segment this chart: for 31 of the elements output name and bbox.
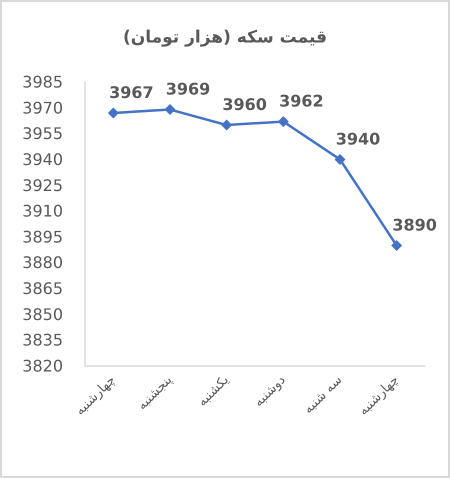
data-label: 3890 [392, 216, 437, 235]
point [334, 154, 346, 165]
point [278, 116, 289, 128]
data-label: 3967 [109, 82, 154, 102]
point [221, 120, 232, 131]
data-label: 3969 [166, 80, 210, 99]
x-tick-label: پنجشنبه [134, 372, 176, 414]
x-tick-label: سه شنبه [301, 372, 346, 417]
y-tick-label: 3910 [22, 202, 63, 221]
y-tick-label: 3940 [22, 150, 63, 169]
data-label: 3962 [279, 92, 324, 111]
chart-title: قیمت سکه (هزار تومان) [122, 28, 328, 48]
y-tick-label: 3880 [22, 253, 63, 272]
point [108, 107, 119, 118]
y-tick-label: 3925 [22, 176, 63, 195]
y-tick-label: 3850 [22, 304, 63, 324]
y-tick-label: 3985 [22, 72, 63, 92]
point [391, 240, 402, 252]
data-label: 3940 [336, 129, 380, 148]
point [164, 104, 176, 116]
y-tick-label: 3865 [22, 279, 63, 298]
data-label: 3960 [222, 95, 267, 114]
x-tick-label: دوشنبه [251, 372, 289, 410]
x-tick-label: چهارشنبه [72, 372, 119, 419]
y-tick-label: 3955 [22, 124, 63, 144]
x-tick-label: یکشنبه [195, 372, 232, 410]
y-tick-label: 3835 [22, 330, 63, 350]
x-tick-label: چهارشنبه [356, 372, 402, 419]
y-tick-label: 3895 [22, 227, 63, 246]
y-tick-label: 3820 [22, 356, 63, 376]
y-tick-label: 3970 [22, 98, 63, 118]
